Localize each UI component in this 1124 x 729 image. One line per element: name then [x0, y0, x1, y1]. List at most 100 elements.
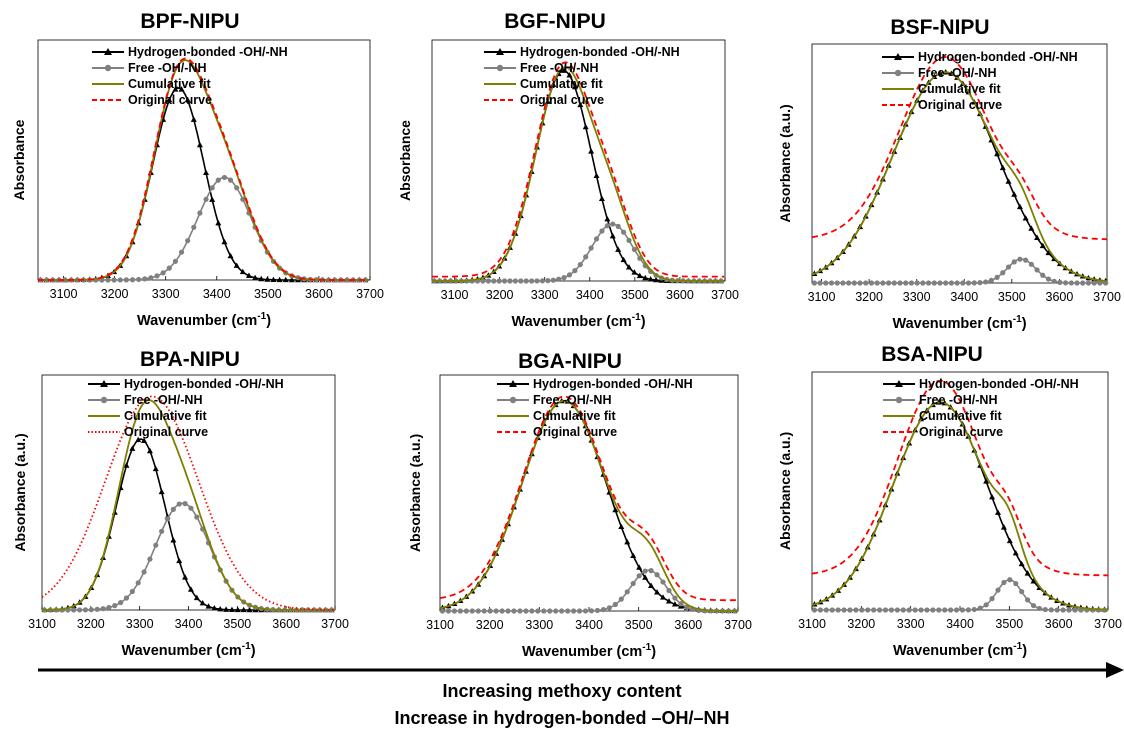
- legend-label-cumulative-fit: Cumulative fit: [124, 409, 207, 423]
- data-point-free-oh-nh: [105, 277, 111, 283]
- x-tick-label: 3200: [476, 618, 504, 632]
- data-point-free-oh-nh: [499, 608, 505, 614]
- data-point-free-oh-nh: [880, 280, 886, 286]
- x-tick-label: 3100: [426, 618, 454, 632]
- data-point-hydrogen-bonded-oh-nh: [636, 272, 643, 279]
- data-point-hydrogen-bonded-oh-nh: [215, 219, 222, 226]
- data-point-free-oh-nh: [550, 277, 556, 283]
- data-point-free-oh-nh: [147, 556, 153, 562]
- x-axis-label: Wavenumber (cm-1): [893, 641, 1027, 659]
- data-point-free-oh-nh: [1080, 280, 1086, 286]
- data-point-hydrogen-bonded-oh-nh: [228, 606, 235, 613]
- data-point-hydrogen-bonded-oh-nh: [598, 195, 605, 202]
- data-point-hydrogen-bonded-oh-nh: [123, 462, 130, 468]
- data-point-free-oh-nh: [948, 607, 954, 613]
- data-point-free-oh-nh: [100, 606, 106, 612]
- data-point-free-oh-nh: [129, 588, 135, 595]
- x-tick-label: 3600: [666, 288, 694, 302]
- data-point-free-oh-nh: [469, 608, 475, 614]
- data-point-free-oh-nh: [914, 280, 920, 286]
- data-point-free-oh-nh: [529, 608, 535, 614]
- data-point-free-oh-nh: [642, 568, 648, 574]
- data-point-free-oh-nh: [835, 607, 841, 613]
- data-point-free-oh-nh: [1001, 579, 1007, 586]
- x-tick-label: 3500: [223, 617, 251, 631]
- data-point-hydrogen-bonded-oh-nh: [152, 465, 159, 472]
- series-line-free-oh-nh: [38, 176, 369, 281]
- data-point-free-oh-nh: [71, 607, 77, 613]
- data-point-hydrogen-bonded-oh-nh: [994, 150, 1001, 157]
- data-point-hydrogen-bonded-oh-nh: [176, 557, 183, 564]
- x-tick-label: 3200: [77, 617, 105, 631]
- data-point-free-oh-nh: [615, 223, 621, 229]
- data-point-hydrogen-bonded-oh-nh: [660, 594, 667, 600]
- data-point-free-oh-nh: [561, 275, 567, 281]
- data-point-free-oh-nh: [906, 607, 912, 613]
- data-point-hydrogen-bonded-oh-nh: [246, 606, 253, 613]
- chart-title: BSF-NIPU: [890, 16, 989, 39]
- data-point-free-oh-nh: [517, 608, 523, 614]
- series-line-hydrogen-bonded-oh-nh: [41, 438, 335, 611]
- data-point-free-oh-nh: [1045, 276, 1052, 282]
- x-tick-label: 3600: [305, 287, 333, 301]
- legend-label-cumulative-fit: Cumulative fit: [520, 77, 603, 91]
- x-tick-label: 3700: [321, 617, 349, 631]
- legend-marker-free-oh-nh: [509, 396, 517, 404]
- data-point-hydrogen-bonded-oh-nh: [653, 276, 660, 283]
- data-point-free-oh-nh: [995, 587, 1001, 593]
- legend-marker-free-oh-nh: [894, 69, 902, 77]
- legend-label-hydrogen-bonded-oh-nh: Hydrogen-bonded -OH/-NH: [918, 50, 1078, 64]
- data-point-hydrogen-bonded-oh-nh: [612, 506, 619, 513]
- data-point-free-oh-nh: [841, 607, 847, 613]
- data-point-free-oh-nh: [606, 605, 612, 611]
- data-point-free-oh-nh: [1097, 280, 1103, 286]
- data-point-hydrogen-bonded-oh-nh: [146, 447, 153, 454]
- x-tick-label: 3100: [28, 617, 56, 631]
- x-axis-label-close: ): [1022, 316, 1027, 332]
- data-point-hydrogen-bonded-oh-nh: [1045, 249, 1052, 256]
- x-tick-label: 3300: [525, 618, 553, 632]
- data-point-hydrogen-bonded-oh-nh: [234, 606, 241, 613]
- data-point-hydrogen-bonded-oh-nh: [648, 582, 655, 588]
- data-point-free-oh-nh: [1019, 589, 1025, 595]
- data-point-free-oh-nh: [194, 514, 200, 520]
- caption-methoxy: Increasing methoxy content: [442, 681, 681, 701]
- x-axis-label-superscript: -1: [242, 641, 251, 652]
- data-point-free-oh-nh: [234, 185, 240, 191]
- data-point-hydrogen-bonded-oh-nh: [1011, 191, 1018, 197]
- data-point-free-oh-nh: [197, 210, 203, 216]
- data-point-free-oh-nh: [937, 280, 943, 286]
- y-axis-label: Absorbance (a.u.): [407, 434, 423, 552]
- data-point-free-oh-nh: [106, 604, 112, 611]
- data-point-free-oh-nh: [1091, 280, 1097, 286]
- data-point-free-oh-nh: [1051, 278, 1057, 284]
- data-point-hydrogen-bonded-oh-nh: [620, 256, 627, 263]
- data-point-hydrogen-bonded-oh-nh: [129, 445, 136, 451]
- chart-panel-bsf-nipu: BSF-NIPU 3100 3200 3300 3400 3500 3600 3700 Wave…: [777, 16, 1121, 332]
- x-tick-label: 3400: [950, 290, 978, 304]
- data-point-free-oh-nh: [1017, 256, 1023, 262]
- data-point-free-oh-nh: [501, 278, 508, 284]
- data-point-hydrogen-bonded-oh-nh: [1039, 242, 1046, 249]
- x-tick-label: 3500: [625, 618, 653, 632]
- x-axis-label-superscript: -1: [642, 642, 651, 653]
- legend-label-original-curve: Original curve: [533, 425, 617, 439]
- data-point-free-oh-nh: [117, 277, 123, 283]
- series-line-free-oh-nh: [432, 223, 725, 282]
- x-axis-label: Wavenumber (cm-1): [121, 641, 255, 659]
- data-point-free-oh-nh: [865, 607, 871, 613]
- legend-label-cumulative-fit: Cumulative fit: [128, 77, 211, 91]
- data-point-free-oh-nh: [94, 606, 100, 612]
- x-axis-label-superscript: -1: [1013, 314, 1022, 325]
- x-axis-label-superscript: -1: [632, 312, 641, 323]
- data-point-free-oh-nh: [523, 608, 529, 614]
- legend-label-free-oh-nh: Free -OH/-NH: [520, 61, 598, 75]
- x-axis-label-close: ): [266, 313, 271, 329]
- data-point-free-oh-nh: [1040, 272, 1046, 278]
- data-point-hydrogen-bonded-oh-nh: [184, 96, 191, 103]
- data-point-free-oh-nh: [618, 596, 624, 602]
- series-line-cumulative-fit: [41, 399, 335, 611]
- data-point-hydrogen-bonded-oh-nh: [217, 605, 224, 612]
- data-point-free-oh-nh: [221, 174, 228, 181]
- data-point-hydrogen-bonded-oh-nh: [566, 72, 573, 78]
